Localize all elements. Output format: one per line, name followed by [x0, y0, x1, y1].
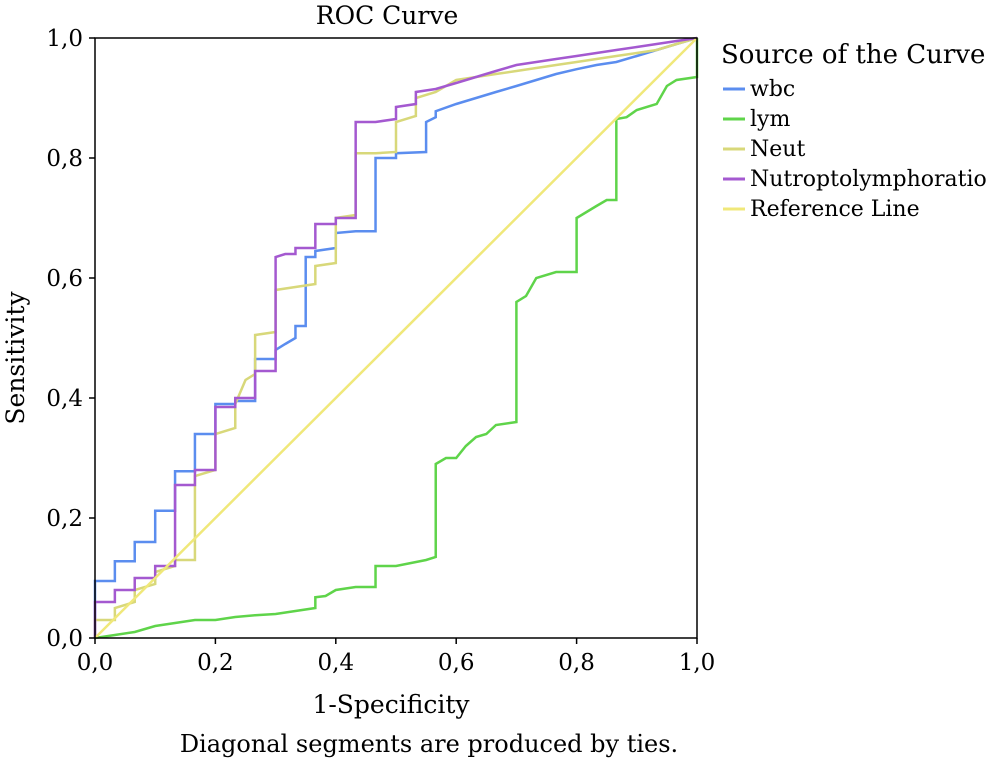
- series-line-nutroptolymphoratio: [93, 36, 698, 638]
- x-tick-label: 0,0: [77, 650, 114, 676]
- x-tick-label: 1,0: [679, 650, 716, 676]
- y-tick-label: 0,0: [46, 626, 83, 652]
- y-tick-label: 0,6: [46, 266, 83, 292]
- plot-frame: [94, 37, 698, 639]
- legend-items: wbc lym Neut Nutroptolymphoratio Reference L…: [723, 77, 987, 222]
- x-tick-label: 0,4: [318, 650, 355, 676]
- x-axis-label: 1-Specificity: [312, 690, 470, 719]
- y-axis-label: Sensitivity: [1, 291, 30, 425]
- legend: Source of the Curve wbc lym Neut Nutroptoly…: [721, 40, 987, 222]
- legend-label: wbc: [750, 77, 795, 102]
- legend-title: Source of the Curve: [721, 40, 985, 70]
- legend-label: lym: [750, 107, 790, 132]
- plot-lines: [93, 36, 699, 640]
- series-line-lym: [94, 38, 699, 640]
- legend-label: Neut: [750, 137, 805, 162]
- x-tick-label: 0,8: [558, 650, 595, 676]
- chart-title: ROC Curve: [316, 1, 459, 30]
- y-axis: 0,0 0,2 0,4 0,6 0,8 1,0: [46, 26, 95, 652]
- x-tick-label: 0,2: [197, 650, 234, 676]
- y-tick-label: 0,8: [46, 146, 83, 172]
- y-tick-label: 1,0: [46, 26, 83, 52]
- legend-label: Reference Line: [750, 197, 920, 222]
- series-line-reference-line: [94, 37, 698, 639]
- series-line-neut: [93, 36, 698, 638]
- y-tick-label: 0,4: [46, 386, 83, 412]
- x-tick-label: 0,6: [438, 650, 475, 676]
- x-axis: 0,0 0,2 0,4 0,6 0,8 1,0: [77, 638, 716, 676]
- chart-footnote: Diagonal segments are produced by ties.: [180, 730, 678, 758]
- legend-label: Nutroptolymphoratio: [750, 167, 987, 192]
- y-tick-label: 0,2: [46, 506, 83, 532]
